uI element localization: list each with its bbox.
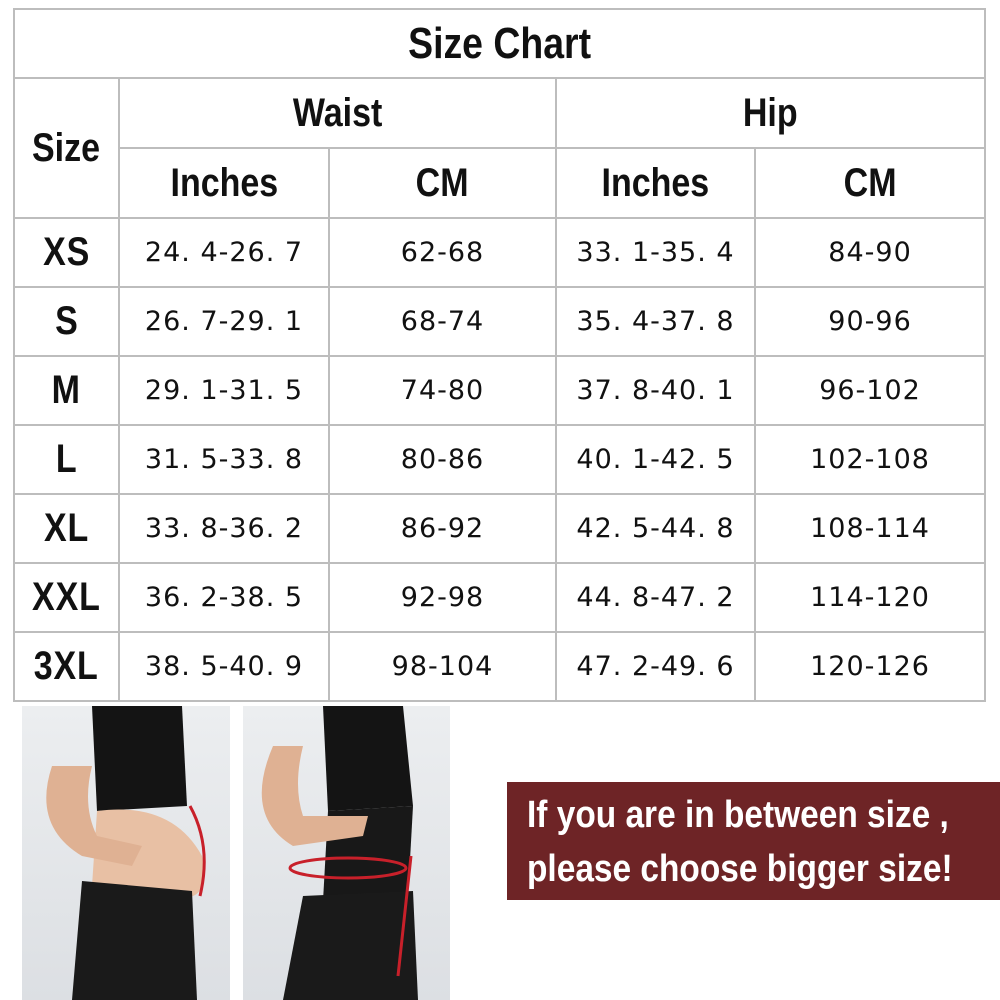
hip-inches-cell: 35. 4-37. 8 [555, 286, 756, 357]
size-cell: L [13, 424, 120, 495]
waist-inches-cell: 24. 4-26. 7 [118, 217, 330, 288]
hip-cm-cell: 120-126 [753, 631, 987, 702]
waist-cm-cell: 86-92 [328, 493, 557, 564]
waist-inches-cell: 38. 5-40. 9 [118, 631, 330, 702]
size-cell: XXL [13, 562, 120, 633]
size-advice-banner: If you are in between size , please choo… [507, 782, 1000, 900]
table-row: XS 24. 4-26. 7 62-68 33. 1-35. 4 84-90 [13, 217, 987, 288]
hip-header: Hip [554, 77, 987, 149]
waist-cm-cell: 68-74 [328, 286, 557, 357]
size-cell: S [13, 286, 120, 357]
hip-cm-cell: 102-108 [753, 424, 987, 495]
waist-cm-cell: 92-98 [328, 562, 557, 633]
hip-inches-cell: 47. 2-49. 6 [555, 631, 756, 702]
hip-cm-cell: 96-102 [753, 355, 987, 426]
waist-cm-cell: 62-68 [328, 217, 557, 288]
waist-inches-cell: 36. 2-38. 5 [118, 562, 330, 633]
photo-after [243, 706, 450, 1000]
size-chart-table: Size Chart Size Waist Hip Inches CM Inch… [12, 8, 987, 702]
hip-inches-cell: 44. 8-47. 2 [555, 562, 756, 633]
measure-arrow-icon [188, 805, 206, 897]
hip-inches-cell: 42. 5-44. 8 [555, 493, 756, 564]
table-row: S 26. 7-29. 1 68-74 35. 4-37. 8 90-96 [13, 286, 987, 357]
waist-measure-icon [288, 856, 408, 880]
size-cell: M [13, 355, 120, 426]
table-row: L 31. 5-33. 8 80-86 40. 1-42. 5 102-108 [13, 424, 987, 495]
hip-inches-cell: 37. 8-40. 1 [555, 355, 756, 426]
table-row: 3XL 38. 5-40. 9 98-104 47. 2-49. 6 120-126 [13, 631, 987, 702]
table-row: XL 33. 8-36. 2 86-92 42. 5-44. 8 108-114 [13, 493, 987, 564]
table-row: XXL 36. 2-38. 5 92-98 44. 8-47. 2 114-120 [13, 562, 987, 633]
waist-inches-cell: 33. 8-36. 2 [118, 493, 330, 564]
waist-cm-cell: 80-86 [328, 424, 557, 495]
notice-line-2: please choose bigger size! [527, 848, 953, 890]
waist-inches-cell: 31. 5-33. 8 [118, 424, 330, 495]
waist-cm-header: CM [328, 147, 557, 219]
hip-cm-cell: 84-90 [753, 217, 987, 288]
measure-arrow-icon [396, 855, 413, 977]
size-cell: 3XL [13, 631, 120, 702]
size-cell: XS [13, 217, 120, 288]
hip-cm-header: CM [753, 147, 987, 219]
notice-line-1: If you are in between size , [527, 794, 949, 836]
table-title: Size Chart [12, 8, 987, 79]
hip-cm-cell: 108-114 [753, 493, 987, 564]
waist-cm-cell: 74-80 [328, 355, 557, 426]
waist-cm-cell: 98-104 [328, 631, 557, 702]
hip-cm-cell: 90-96 [753, 286, 987, 357]
photo-before [22, 706, 230, 1000]
waist-inches-header: Inches [118, 147, 330, 219]
hip-inches-cell: 40. 1-42. 5 [555, 424, 756, 495]
hip-inches-cell: 33. 1-35. 4 [555, 217, 756, 288]
size-cell: XL [13, 493, 120, 564]
waist-inches-cell: 26. 7-29. 1 [118, 286, 330, 357]
hip-cm-cell: 114-120 [753, 562, 987, 633]
table-row: M 29. 1-31. 5 74-80 37. 8-40. 1 96-102 [13, 355, 987, 426]
waist-inches-cell: 29. 1-31. 5 [118, 355, 330, 426]
hip-inches-header: Inches [555, 147, 756, 219]
waist-header: Waist [118, 77, 557, 149]
size-header: Size [13, 77, 120, 219]
